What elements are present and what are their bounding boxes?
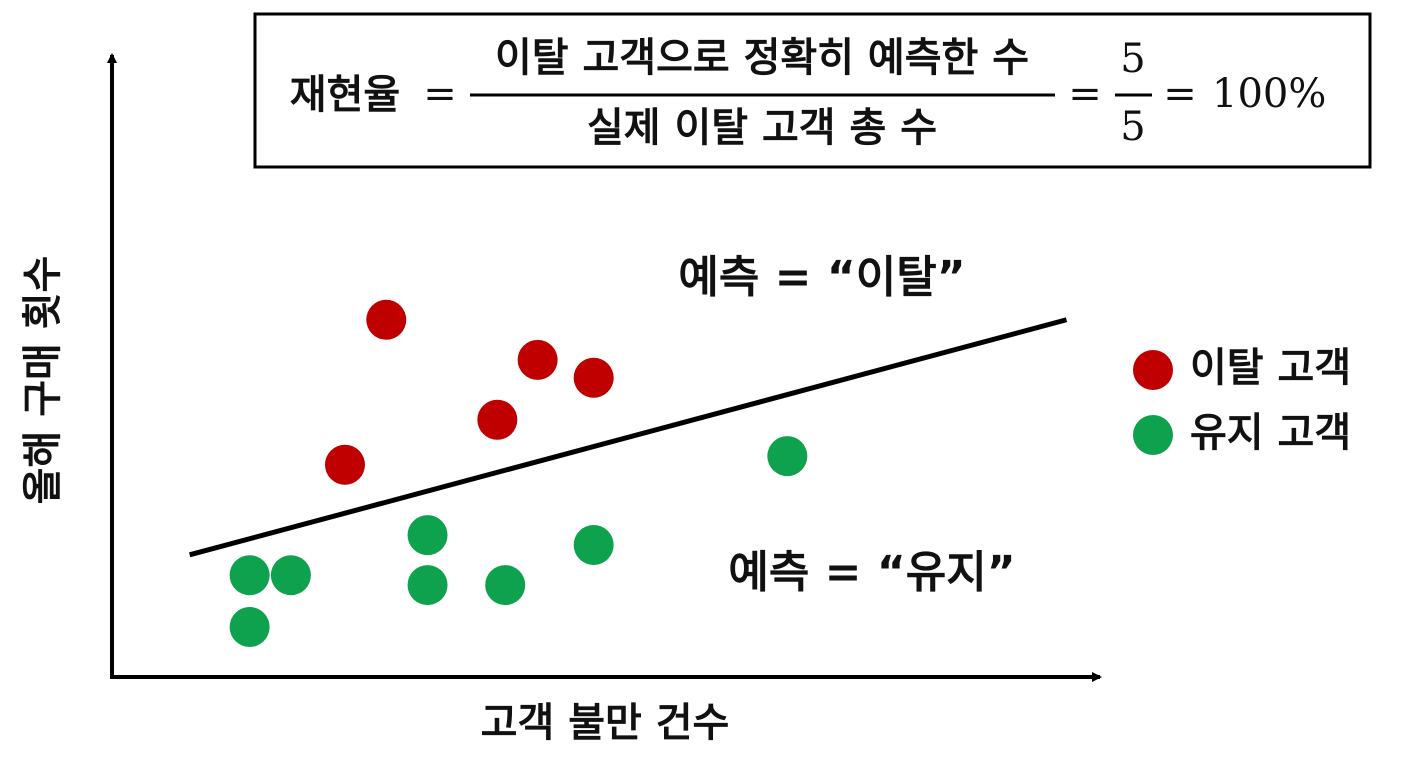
annotation: 예측 = “이탈” — [678, 252, 965, 303]
x-axis-label: 고객 불만 건수 — [481, 700, 730, 746]
point — [477, 399, 518, 440]
y-axis-label: 올해 구매 횟수 — [20, 256, 66, 505]
legend-label: 유지 고객 — [1190, 410, 1351, 456]
point — [366, 299, 407, 340]
point — [485, 565, 526, 606]
formula-denominator: 실제 이탈 고객 총 수 — [587, 105, 937, 151]
point — [407, 515, 448, 556]
point — [767, 436, 808, 477]
point — [229, 607, 270, 648]
decision-line — [189, 317, 1068, 558]
point — [270, 555, 311, 596]
formula-result: 100% — [1212, 71, 1326, 117]
point — [573, 524, 614, 565]
equals: = — [423, 71, 457, 117]
point — [517, 339, 558, 380]
formula-value: 5 — [1120, 36, 1145, 82]
legend-marker — [1133, 415, 1173, 455]
formula-value: 5 — [1120, 104, 1145, 150]
formula-box — [253, 12, 1372, 169]
legend-label: 이탈 고객 — [1190, 345, 1351, 391]
point — [573, 357, 614, 398]
equals: = — [1163, 71, 1197, 117]
equals: = — [1068, 71, 1102, 117]
point — [324, 444, 365, 485]
formula-lhs: 재현율 — [290, 72, 400, 118]
legend-marker — [1133, 350, 1173, 390]
formula-numerator: 이탈 고객으로 정확히 예측한 수 — [495, 35, 1029, 81]
point — [229, 555, 270, 596]
annotation: 예측 = “유지” — [728, 547, 1015, 598]
point — [407, 565, 448, 606]
